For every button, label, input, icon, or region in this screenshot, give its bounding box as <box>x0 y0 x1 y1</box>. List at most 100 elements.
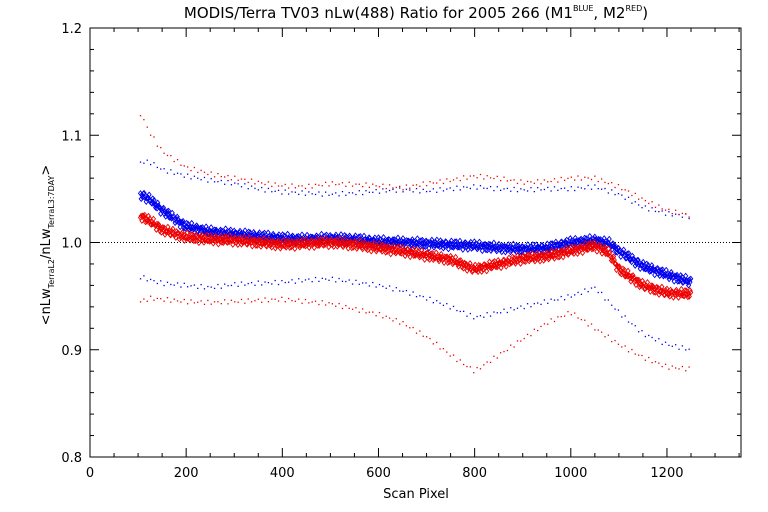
data-point <box>340 243 346 251</box>
data-point <box>176 159 179 161</box>
data-point <box>432 188 434 190</box>
data-point <box>220 175 222 178</box>
data-point <box>372 191 374 193</box>
data-point <box>491 239 497 246</box>
data-point <box>516 190 519 193</box>
data-point <box>193 166 196 169</box>
data-point <box>287 281 290 283</box>
data-point <box>398 237 405 244</box>
data-point <box>373 247 379 255</box>
data-point <box>365 190 367 192</box>
series-2-blue-dot <box>139 159 690 220</box>
data-point <box>543 323 546 325</box>
data-point <box>412 184 414 186</box>
data-point <box>515 242 521 249</box>
data-point <box>462 186 465 188</box>
data-point <box>321 195 323 197</box>
data-point <box>631 202 633 204</box>
data-point <box>520 188 522 190</box>
data-point <box>254 187 256 190</box>
data-point <box>274 190 276 192</box>
data-point <box>402 290 404 292</box>
data-point <box>512 258 518 266</box>
data-point <box>362 185 364 188</box>
data-points-group <box>137 115 694 374</box>
data-point <box>510 307 512 309</box>
data-point <box>587 177 589 179</box>
y-axis-ticks: 0.8 0.9 1.0 1.1 1.2 <box>61 22 741 466</box>
data-point <box>422 335 424 337</box>
data-point <box>617 343 620 345</box>
data-point <box>566 250 572 258</box>
data-point <box>372 311 374 313</box>
data-point <box>163 152 165 154</box>
data-point <box>574 179 576 181</box>
data-point <box>574 294 576 296</box>
data-point <box>469 175 472 177</box>
data-point <box>448 237 454 244</box>
data-point <box>658 362 660 364</box>
data-point <box>207 299 209 302</box>
data-point <box>604 299 606 301</box>
data-point <box>438 250 444 258</box>
data-point <box>590 287 593 289</box>
data-point <box>158 205 164 213</box>
data-point <box>671 278 677 285</box>
data-point <box>624 250 630 257</box>
data-point <box>180 286 182 288</box>
data-point <box>407 239 413 247</box>
data-point <box>328 279 330 281</box>
data-point <box>399 290 401 292</box>
series-5-red-dot <box>139 295 690 374</box>
data-point <box>686 276 692 283</box>
data-point <box>257 180 259 183</box>
data-point <box>538 252 545 259</box>
data-point <box>149 163 152 166</box>
data-point <box>671 365 673 367</box>
data-point <box>270 239 276 246</box>
data-point <box>661 343 663 346</box>
data-point <box>217 180 219 183</box>
data-point <box>487 241 493 248</box>
data-point <box>611 304 613 306</box>
data-point <box>500 243 506 250</box>
data-point <box>560 315 562 318</box>
data-point <box>153 299 155 301</box>
data-point <box>649 262 655 269</box>
data-point <box>493 177 495 180</box>
data-point <box>217 283 219 286</box>
data-point <box>300 236 306 243</box>
data-point <box>642 265 648 273</box>
data-point <box>311 187 313 189</box>
data-point <box>483 364 485 366</box>
data-point <box>543 299 546 301</box>
data-point <box>163 284 165 287</box>
data-point <box>180 173 182 175</box>
data-point <box>385 191 387 193</box>
data-point <box>385 187 387 190</box>
data-point <box>146 126 148 128</box>
data-point <box>284 189 286 191</box>
data-point <box>597 291 599 294</box>
data-point <box>513 346 515 348</box>
data-point <box>574 189 576 192</box>
data-point <box>335 305 337 307</box>
data-point <box>244 284 246 286</box>
data-point <box>242 227 248 234</box>
data-point <box>287 193 290 195</box>
data-point <box>220 287 222 289</box>
data-point <box>193 284 196 286</box>
data-point <box>520 340 522 342</box>
data-point <box>190 299 192 301</box>
data-point <box>365 182 367 184</box>
data-point <box>681 345 684 347</box>
data-point <box>611 243 617 250</box>
data-point <box>224 283 226 285</box>
data-point <box>489 315 492 317</box>
data-point <box>139 217 145 225</box>
data-point <box>247 282 249 285</box>
data-point <box>210 171 212 173</box>
data-point <box>326 237 333 245</box>
data-point <box>490 258 496 266</box>
data-point <box>621 189 623 191</box>
